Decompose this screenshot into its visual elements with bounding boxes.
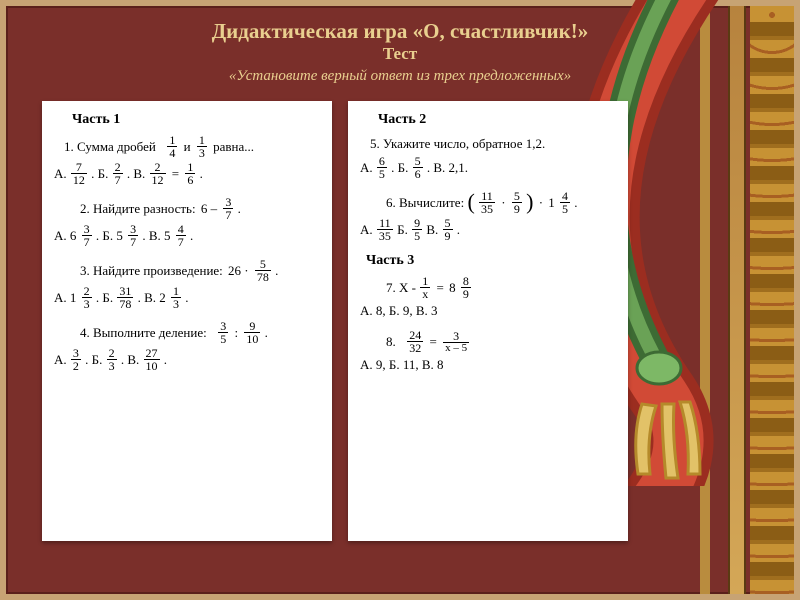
answers-1: А. 712 . Б. 27 . В. 212 = 16 . [54, 161, 320, 186]
header: Дидактическая игра «О, счастливчик!» Тес… [6, 6, 794, 91]
answers-3: А. 1 23 . Б. 3178 . В. 2 13 . [54, 285, 320, 310]
question-3: 3. Найдите произведение: 26 · 578 . [80, 258, 320, 283]
answers-5: А. 65 . Б. 56 . В. 2,1. [360, 155, 616, 180]
question-1: 1. Сумма дробей 14 и 13 равна... [64, 134, 320, 159]
answers-4: А. 32 . Б. 23 . В. 2710 . [54, 347, 320, 372]
slide: Дидактическая игра «О, счастливчик!» Тес… [0, 0, 800, 600]
slide-title: Дидактическая игра «О, счастливчик!» [46, 18, 754, 44]
part3-title: Часть 3 [366, 252, 616, 271]
answers-8: А. 9, Б. 11, В. 8 [360, 356, 616, 374]
question-6: 6. Вычислите: ( 1135 · 59 ) · 1 45 . [386, 190, 616, 215]
slide-subtitle: Тест [46, 44, 754, 64]
question-5: 5. Укажите число, обратное 1,2. [370, 134, 616, 153]
question-2: 2. Найдите разность: 6 – 37 . [80, 196, 320, 221]
content-panes: Часть 1 1. Сумма дробей 14 и 13 равна...… [6, 91, 794, 557]
answers-2: А. 6 37 . Б. 5 37 . В. 5 47 . [54, 223, 320, 248]
part1-title: Часть 1 [72, 111, 320, 130]
part2-title: Часть 2 [378, 111, 616, 130]
answers-7: А. 8, Б. 9, В. 3 [360, 302, 616, 320]
card-part2-3: Часть 2 5. Укажите число, обратное 1,2. … [348, 101, 628, 541]
question-7: 7. X - 1x = 8 89 [386, 275, 616, 300]
card-part1: Часть 1 1. Сумма дробей 14 и 13 равна...… [42, 101, 332, 541]
slide-instruction: «Установите верный ответ из трех предлож… [46, 68, 754, 85]
question-4: 4. Выполните деление: 35 : 910 . [80, 320, 320, 345]
answers-6: А. 1135 Б. 95 В. 59 . [360, 217, 616, 242]
question-8: 8. 2432 = 3x – 5 [386, 329, 616, 354]
